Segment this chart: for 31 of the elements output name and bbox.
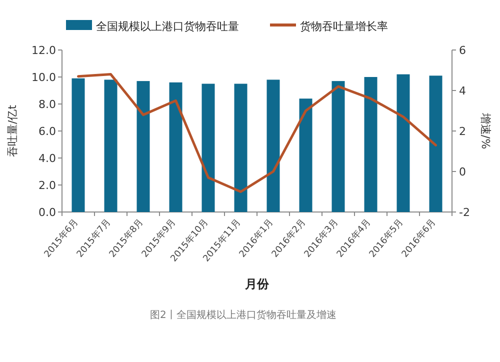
y-tick-label: 10.0 — [32, 71, 56, 84]
y-tick-label: 0.0 — [38, 206, 56, 219]
bar — [169, 82, 182, 212]
x-axis-title: 月份 — [244, 277, 270, 291]
bar — [429, 76, 442, 212]
bar — [234, 84, 248, 212]
bar — [104, 80, 118, 212]
legend-label: 货物吞吐量增长率 — [300, 20, 388, 33]
y-tick-label: 6.0 — [38, 125, 56, 138]
bar — [136, 81, 150, 212]
y-tick-label: 2.0 — [38, 179, 56, 192]
y2-axis-title: 增速/% — [479, 112, 492, 150]
bar — [396, 74, 410, 212]
y-tick-label: 12.0 — [32, 44, 56, 57]
bar — [364, 77, 378, 212]
y2-tick-label: -2 — [459, 206, 470, 219]
y2-tick-label: 6 — [459, 44, 466, 57]
bar — [266, 80, 280, 212]
bar — [332, 81, 345, 212]
bar — [72, 78, 85, 212]
legend-label: 全国规模以上港口货物吞吐量 — [96, 20, 239, 33]
y-tick-label: 4.0 — [38, 152, 56, 165]
y-axis-title: 吞吐量/亿t — [6, 104, 19, 158]
caption: 图2丨全国规模以上港口货物吞吐量及增速 — [150, 309, 336, 321]
y2-tick-label: 2 — [459, 125, 466, 138]
line-series — [77, 73, 437, 193]
bar — [202, 84, 215, 212]
bar — [299, 98, 312, 212]
y-tick-label: 8.0 — [38, 98, 56, 111]
y2-tick-label: 4 — [459, 84, 466, 98]
y2-tick-label: 0 — [459, 166, 466, 178]
